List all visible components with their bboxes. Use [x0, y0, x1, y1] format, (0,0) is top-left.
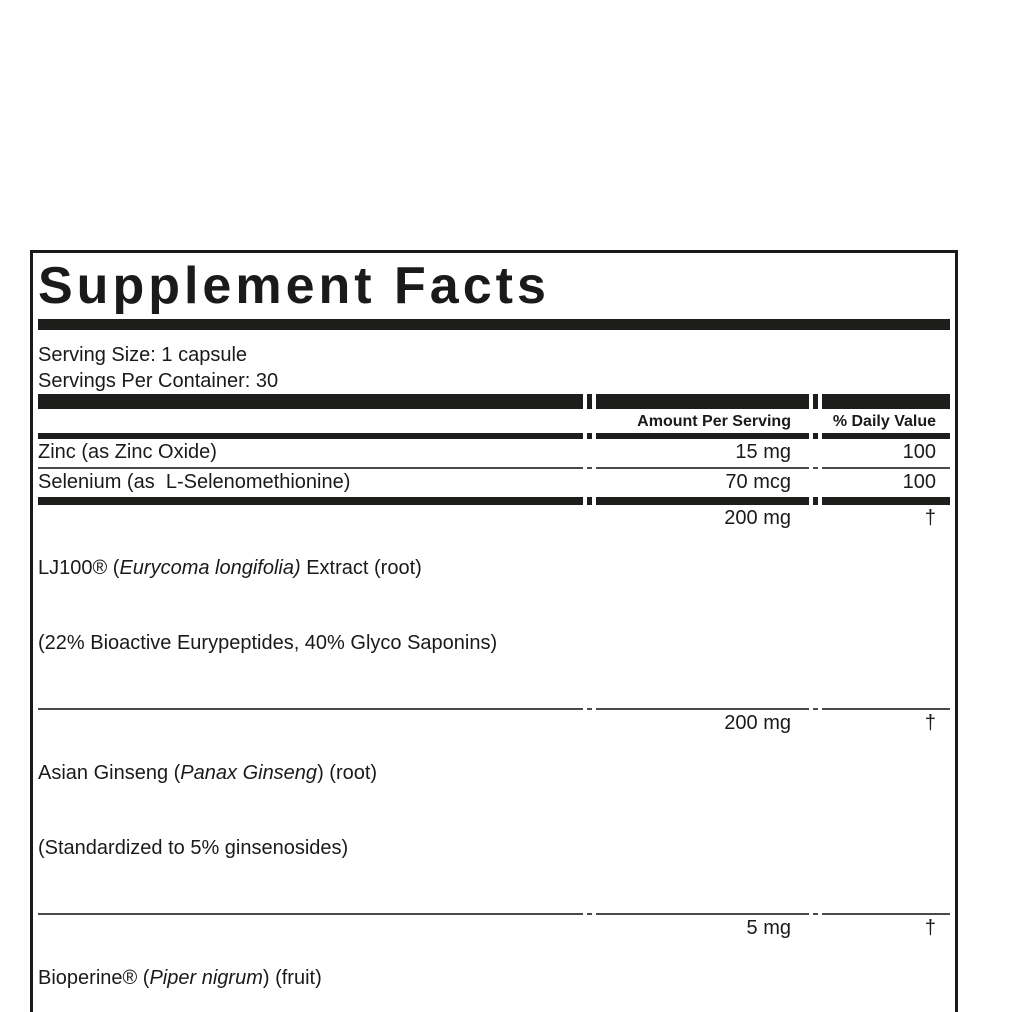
ingredient-amount: 70 mcg	[725, 471, 791, 493]
column-spacer	[587, 409, 592, 433]
column-spacer	[812, 505, 818, 710]
divider-bar-header	[38, 433, 950, 439]
ingredient-name-line: Asian Ginseng (Panax Ginseng) (root)	[38, 761, 583, 786]
column-spacer	[586, 394, 592, 409]
column-spacer	[813, 915, 818, 1012]
servings-per-container: Servings Per Container: 30	[38, 370, 279, 392]
ingredient-name-text: Extract (root)	[300, 557, 422, 579]
ingredient-amount: 15 mg	[595, 439, 809, 469]
supplement-facts-table: Supplement Facts Serving Size: 1 capsule…	[34, 253, 954, 1012]
divider-bar-segment	[595, 394, 809, 409]
ingredient-name: Bioperine® (Piper nigrum) (fruit) (stand…	[38, 915, 583, 1012]
title-row: Supplement Facts	[38, 253, 950, 319]
serving-size-row: Serving Size: 1 capsule	[38, 330, 950, 368]
ingredient-latin-name: Eurycoma longifolia)	[119, 557, 301, 579]
ingredient-name: Zinc (as Zinc Oxide)	[38, 439, 583, 469]
ingredient-daily-value: 100	[821, 439, 950, 469]
column-spacer	[813, 409, 818, 433]
daily-value-column-header: % Daily Value	[832, 413, 936, 430]
table-row-selenium: Selenium (as L-Selenomethionine) 70 mcg …	[38, 469, 950, 497]
column-spacer	[812, 710, 818, 915]
divider-bar-segment	[595, 433, 809, 439]
ingredient-detail: (22% Bioactive Eurypeptides, 40% Glyco S…	[38, 632, 498, 654]
divider-bar-segment	[38, 433, 583, 439]
ingredient-detail: (Standardized to 5% ginsenosides)	[38, 837, 349, 859]
column-spacer	[586, 505, 592, 710]
ingredient-name-text: LJ100® (	[38, 557, 120, 579]
ingredient-name: Selenium (as L-Selenomethionine)	[38, 471, 351, 493]
column-spacer	[812, 433, 818, 439]
column-spacer	[813, 469, 818, 497]
ingredient-name: LJ100® (Eurycoma longifolia) Extract (ro…	[38, 505, 583, 710]
ingredient-name-text: Bioperine® (	[38, 967, 150, 989]
ingredient-amount: 200 mg	[595, 505, 809, 710]
ingredient-daily-value: †	[821, 505, 950, 710]
panel-title: Supplement Facts	[38, 257, 550, 315]
ingredient-name-line: Bioperine® (Piper nigrum) (fruit)	[38, 966, 583, 991]
divider-bar-title	[38, 319, 950, 330]
column-spacer	[586, 710, 592, 915]
column-spacer	[586, 497, 592, 505]
divider-bar-segment	[38, 497, 583, 505]
divider-bar-segment	[38, 394, 583, 409]
divider-bar	[38, 319, 950, 330]
divider-bar-segment	[821, 433, 950, 439]
ingredient-amount: 200 mg	[595, 710, 809, 915]
supplement-facts-panel: Supplement Facts Serving Size: 1 capsule…	[30, 250, 958, 1012]
divider-bar-servings	[38, 394, 950, 409]
column-spacer	[586, 439, 592, 469]
ingredient-name-text: ) (fruit)	[262, 967, 322, 989]
ingredient-latin-name: Piper nigrum	[149, 967, 263, 989]
table-row-lj100: LJ100® (Eurycoma longifolia) Extract (ro…	[38, 505, 950, 710]
column-spacer	[812, 497, 818, 505]
ingredient-daily-value: 100	[902, 471, 936, 493]
ingredient-daily-value: †	[821, 710, 950, 915]
table-row-asian-ginseng: Asian Ginseng (Panax Ginseng) (root) (St…	[38, 710, 950, 915]
ingredient-name: Asian Ginseng (Panax Ginseng) (root) (St…	[38, 710, 583, 915]
serving-size: Serving Size: 1 capsule	[38, 344, 248, 366]
table-row-bioperine: Bioperine® (Piper nigrum) (fruit) (stand…	[38, 915, 950, 1012]
ingredient-name-text: ) (root)	[317, 762, 378, 784]
column-spacer	[586, 433, 592, 439]
divider-bar-minerals	[38, 497, 950, 505]
column-spacer	[812, 394, 818, 409]
amount-column-header: Amount Per Serving	[637, 413, 791, 430]
ingredient-name-line: LJ100® (Eurycoma longifolia) Extract (ro…	[38, 556, 583, 581]
ingredient-amount: 5 mg	[746, 917, 791, 939]
column-spacer	[812, 439, 818, 469]
divider-bar-segment	[821, 394, 950, 409]
ingredient-latin-name: Panax Ginseng	[180, 762, 318, 784]
column-header-row: Amount Per Serving % Daily Value	[38, 409, 950, 433]
column-spacer	[587, 469, 592, 497]
divider-bar-segment	[595, 497, 809, 505]
name-column-header	[38, 409, 583, 433]
table-row-zinc: Zinc (as Zinc Oxide) 15 mg 100	[38, 439, 950, 469]
ingredient-name-text: Asian Ginseng (	[38, 762, 181, 784]
divider-bar-segment	[821, 497, 950, 505]
column-spacer	[587, 915, 592, 1012]
ingredient-daily-value: †	[924, 917, 936, 939]
servings-per-container-row: Servings Per Container: 30	[38, 368, 950, 394]
